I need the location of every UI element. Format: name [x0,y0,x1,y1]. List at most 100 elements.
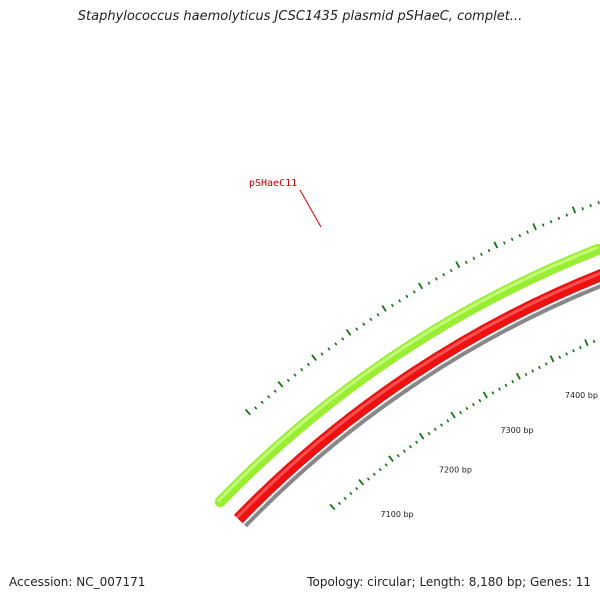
scale-tick [293,373,297,377]
outer-ticks [244,200,600,416]
scale-tick [260,400,264,405]
scale-tick [544,362,548,366]
scale-tick [362,322,366,326]
scale-tick [480,252,483,257]
scale-tick [524,372,528,377]
scale-tick [267,395,271,399]
scale-tick [515,372,521,380]
scale-tick [427,431,431,436]
scale-tick [412,290,416,294]
scale-tick [381,304,387,312]
scale-tick [459,410,463,415]
scale-tick [526,230,529,234]
scale-tick [510,237,514,241]
scale-tick [311,354,317,361]
scale-tick [442,272,446,277]
scale-tick [417,282,424,290]
scale-tick [558,355,562,359]
scale-tick [531,369,535,373]
scale-tick [418,432,425,440]
scale-tick [355,327,359,331]
scale-tick [465,406,469,411]
map-title: Staphylococcus haemolyticus JCSC1435 pla… [77,9,523,24]
scale-tick [511,379,515,384]
feature-green[interactable] [214,243,600,508]
scale-tick [427,281,431,285]
scale-tick [286,378,290,383]
summary-text: Topology: circular; Length: 8,180 bp; Ge… [307,575,591,589]
scale-tick [538,365,541,370]
scale-tick [358,478,365,486]
backbone-arc [244,284,600,528]
scale-tick [472,256,476,261]
tick-label: 7200 bp [439,466,472,475]
scale-tick [482,391,488,399]
scale-tick [597,200,600,205]
scale-tick [405,294,409,299]
scale-tick [565,352,568,356]
scale-tick [341,337,345,341]
tick-label: 7300 bp [500,426,533,435]
scale-tick [402,449,406,453]
scale-tick [390,303,394,308]
scale-tick [446,419,450,423]
tick-label: 7100 bp [381,510,414,519]
scale-tick [334,342,338,346]
scale-tick [498,387,501,391]
scale-tick [415,440,419,444]
scale-tick [396,454,400,458]
scale-tick [532,223,537,231]
scale-tick [449,268,453,273]
scale-tick [440,423,444,427]
scale-tick [487,248,491,253]
scale-tick [369,317,373,322]
scale-tick [557,216,561,221]
feature-label-leader [299,189,322,228]
scale-tick [408,445,412,449]
scale-tick [549,219,553,224]
scale-tick [244,408,251,416]
scale-tick [300,368,304,372]
inner-ticks [329,337,600,511]
scale-tick [450,411,456,419]
tick-label: 7400 bp [565,391,598,400]
scale-tick [584,339,589,347]
scale-tick [565,213,569,217]
scale-tick [464,260,468,265]
scale-tick [518,233,522,238]
feature-pshaec11[interactable] [233,200,600,524]
scale-tick [549,355,555,363]
scale-tick [343,496,347,501]
scale-tick [455,261,461,269]
scale-tick [589,203,592,208]
scale-tick [306,362,311,367]
feature-label-pshaec11[interactable]: pSHaeC11 [249,178,297,189]
scale-tick [337,501,342,506]
scale-tick [504,383,508,388]
scale-tick [491,391,495,395]
scale-tick [433,427,437,431]
scale-tick [578,345,582,350]
scale-tick [372,472,376,476]
scale-tick [388,455,394,462]
scale-tick [592,339,596,344]
scale-tick [398,299,402,303]
scale-tick [366,477,370,481]
accession-text: Accession: NC_007171 [9,575,146,589]
scale-tick [434,277,438,281]
scale-tick [327,347,331,351]
feature-green-highlight [217,246,599,502]
scale-tick [345,328,352,336]
scale-tick [503,241,506,245]
scale-tick [541,223,545,227]
scale-tick [478,398,482,403]
scale-tick [355,486,359,491]
scale-tick [273,389,277,393]
scale-tick [471,402,475,407]
scale-tick [254,406,258,410]
scale-tick [378,467,382,472]
scale-tick [376,313,380,317]
scale-tick [320,352,324,356]
